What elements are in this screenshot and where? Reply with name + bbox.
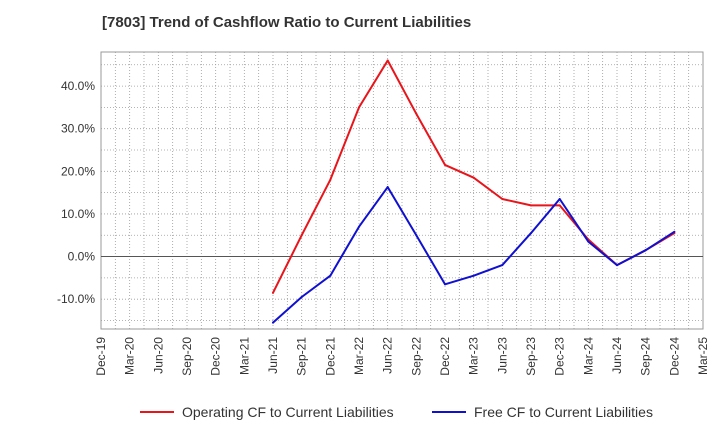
data-point-free [644,249,647,252]
data-point-free [530,232,532,235]
data-point-free [300,296,303,299]
legend-label-free: Free CF to Current Liabilities [474,404,653,420]
x-tick-label: Sep-23 [524,337,538,376]
y-tick-label: 0.0% [68,250,96,264]
x-tick-label: Dec-22 [438,337,452,376]
data-point-free [558,198,561,201]
x-tick-label: Dec-19 [94,337,108,376]
data-point-free [472,274,475,277]
y-tick-label: 40.0% [61,79,95,93]
x-tick-label: Dec-23 [553,337,567,376]
x-tick-label: Mar-24 [581,337,595,375]
x-tick-label: Mar-20 [123,337,137,375]
x-tick-label: Mar-25 [696,337,710,375]
data-point-operating [530,204,532,207]
x-tick-label: Sep-22 [409,337,423,376]
y-tick-label: 30.0% [61,122,95,136]
data-point-free [415,234,418,237]
data-point-operating [415,112,418,115]
legend: Operating CF to Current Liabilities Free… [0,404,720,426]
data-point-free [587,240,590,243]
series-lines [272,59,676,324]
data-point-operating [558,204,561,207]
x-tick-label: Sep-21 [295,337,309,376]
y-tick-label: 10.0% [61,207,95,221]
x-tick-label: Dec-24 [667,337,681,376]
data-point-free [501,264,504,267]
data-point-free [386,186,389,189]
data-point-operating [300,234,303,237]
x-tick-label: Jun-24 [610,337,624,374]
chart-title: [7803] Trend of Cashflow Ratio to Curren… [102,14,472,31]
y-tick-label: 20.0% [61,164,95,178]
x-tick-label: Jun-21 [266,337,280,374]
data-point-free [358,225,360,228]
data-point-free [444,283,446,286]
legend-item-operating: Operating CF to Current Liabilities [140,404,394,420]
legend-swatch-free [432,411,466,413]
x-tick-label: Jun-23 [495,337,509,374]
data-point-operating [444,163,446,166]
x-tick-label: Jun-20 [151,337,165,374]
x-tick-label: Dec-20 [209,337,223,376]
x-tick-label: Mar-21 [237,337,251,375]
x-tick-label: Sep-24 [639,337,653,376]
data-point-operating [472,176,475,179]
x-tick-label: Mar-22 [352,337,366,375]
data-point-free [616,264,618,267]
data-point-operating [501,198,504,201]
legend-swatch-operating [140,411,174,413]
x-tick-label: Dec-21 [323,337,337,376]
legend-label-operating: Operating CF to Current Liabilities [182,404,394,420]
data-point-operating [272,291,274,294]
axis-labels: -10.0% 0.0% 10.0% 20.0% 30.0% 40.0% Dec-19 Mar-… [57,79,710,376]
data-point-free [673,230,676,233]
y-tick-label: -10.0% [57,292,95,306]
x-tick-label: Jun-22 [381,337,395,374]
x-tick-label: Mar-23 [467,337,481,375]
data-point-operating [358,106,360,109]
gridlines [101,52,703,329]
data-point-free [329,274,332,277]
data-point-operating [386,59,389,62]
x-tick-label: Sep-20 [180,337,194,376]
data-point-free [272,321,274,324]
data-point-operating [329,178,332,181]
legend-item-free: Free CF to Current Liabilities [432,404,653,420]
